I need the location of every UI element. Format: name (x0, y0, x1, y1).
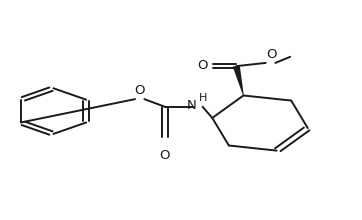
Text: O: O (266, 48, 276, 61)
Text: O: O (134, 84, 145, 97)
Text: N: N (187, 99, 197, 112)
Text: O: O (160, 149, 170, 162)
Text: H: H (199, 93, 207, 103)
Polygon shape (233, 66, 244, 95)
Text: O: O (197, 59, 208, 72)
